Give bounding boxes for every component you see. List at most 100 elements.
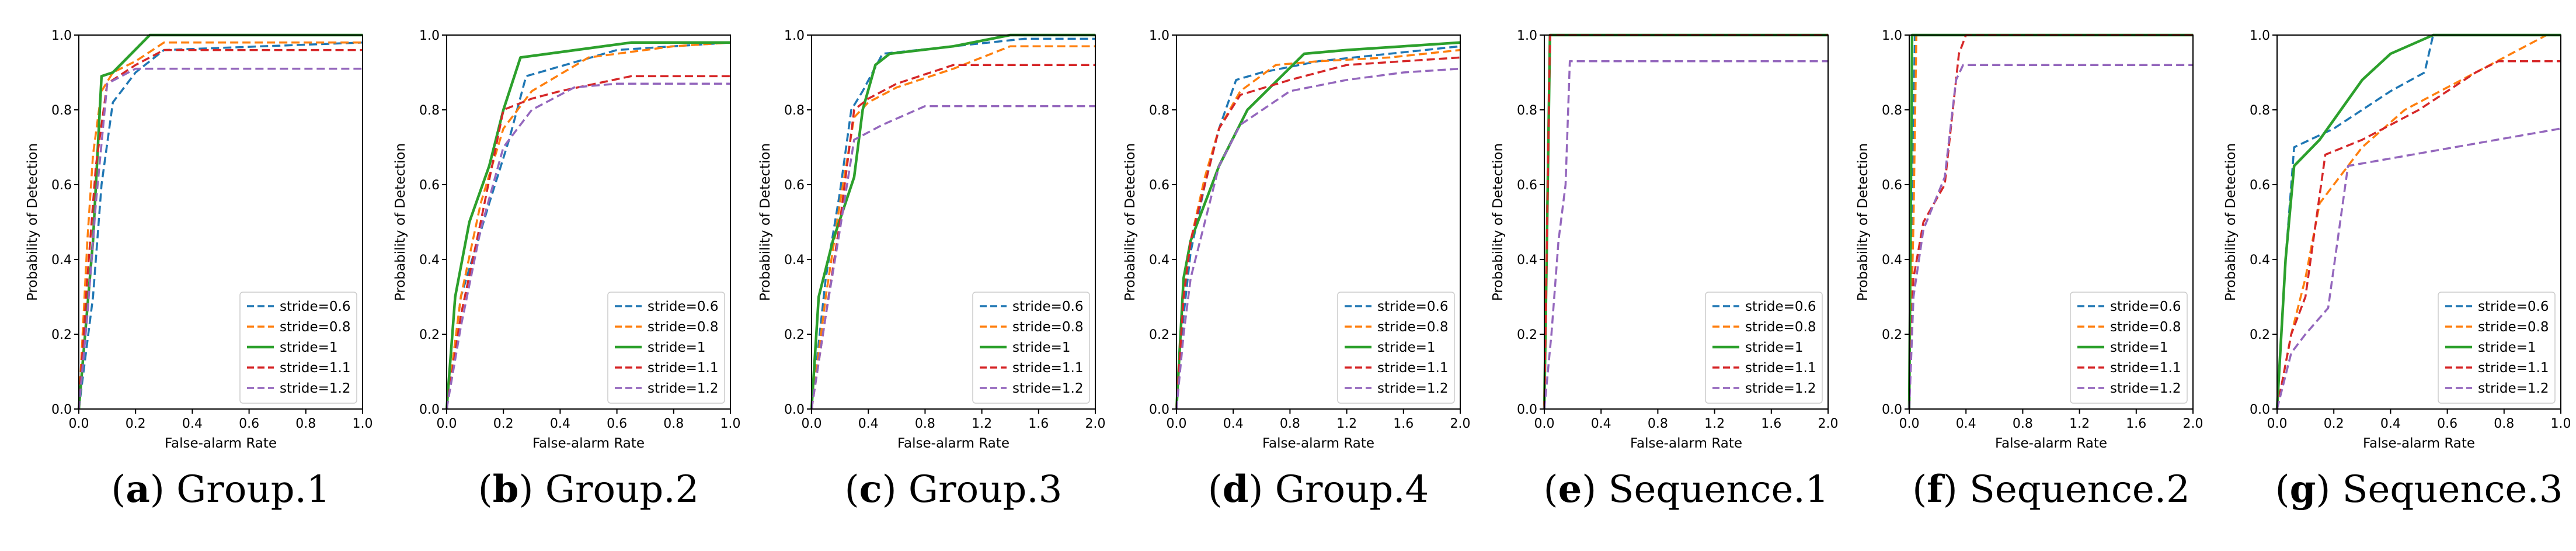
legend-entry: stride=1.1 [2478,361,2549,376]
legend-entry: stride=1 [1377,340,1436,355]
x-tick-label: 1.2 [1704,417,1725,431]
legend-box [239,292,357,404]
caption-letter: (g) [2275,467,2331,511]
x-tick-label: 0.8 [295,417,316,431]
legend-entry: stride=1 [280,340,338,355]
legend-entry: stride=1.2 [2110,381,2181,396]
y-tick-label: 0.4 [1149,253,1169,268]
legend-entry: stride=0.6 [1377,299,1448,314]
x-tick-label: 1.2 [1336,417,1357,431]
y-tick-label: 0.8 [1882,103,1902,118]
y-tick-label: 0.8 [2250,103,2270,118]
legend-entry: stride=0.6 [1745,299,1816,314]
legend-box [1705,292,1823,404]
x-axis-label: False-alarm Rate [1262,436,1374,451]
x-tick-label: 0.0 [2267,417,2288,431]
legend-entry: stride=1.2 [280,381,350,396]
legend-entry: stride=0.8 [280,320,350,335]
x-tick-label: 2.0 [2183,417,2203,431]
caption-letter: (d) [1207,467,1263,511]
y-tick-label: 0.0 [2250,403,2270,417]
y-tick-label: 0.2 [1149,328,1169,342]
y-tick-label: 1.0 [1517,29,1537,43]
legend-entry: stride=1.1 [1377,361,1448,376]
legend-entry: stride=1 [1012,340,1071,355]
axes-frame [1909,34,2194,410]
y-tick-label: 0.6 [784,178,805,193]
legend-entry: stride=0.6 [648,299,718,314]
roc-charts: 0.0 0.2 0.4 0.6 0.8 1.0 0.0 0.2 0.4 0.6 0.8 1.0 Fals… [25,29,2571,451]
x-tick-label: 0.4 [1956,417,1976,431]
y-tick-label: 0.6 [51,178,72,193]
y-tick-label: 0.2 [2250,328,2270,342]
y-tick-label: 0.0 [419,403,440,417]
series-line-stride=1.2 [78,67,363,410]
series-line-stride=1.2 [2276,127,2561,410]
x-tick-label: 0.8 [1648,417,1668,431]
x-tick-label: 2.0 [1085,417,1106,431]
series-line-stride=1.2 [1908,64,2193,410]
chart-4: 0.0 0.4 0.8 1.2 1.6 2.0 0.0 0.2 0.4 0.6 0.8 1.0 Fals… [1123,29,1471,451]
series-line-stride=1.1 [445,75,730,410]
axes-frame [2276,34,2561,410]
caption-letter: (a) [111,467,165,511]
x-tick-label: 2.0 [1818,417,1839,431]
chart-7: 0.0 0.2 0.4 0.6 0.8 1.0 0.0 0.2 0.4 0.6 0.8 1.0 Fals… [2223,29,2571,451]
y-axis-label: Probability of Detection [1491,143,1506,301]
x-tick-label: 0.8 [663,417,684,431]
x-tick-label: 0.8 [2494,417,2514,431]
series-group [1175,41,1461,410]
y-tick-label: 0.8 [1149,103,1169,118]
y-tick-label: 1.0 [2250,29,2270,43]
legend-entry: stride=1 [2478,340,2536,355]
series-line-stride=1 [1175,41,1461,410]
series-line-stride=1.2 [445,82,730,410]
caption-7: (g) Sequence.3 [2267,467,2571,520]
axes-frame [1176,34,1461,410]
x-tick-label: 1.0 [353,417,373,431]
legend-box [607,292,725,404]
x-tick-label: 0.2 [2324,417,2344,431]
x-tick-label: 1.0 [2551,417,2571,431]
x-tick-label: 0.0 [1534,417,1555,431]
series-line-stride=1 [445,41,730,410]
y-tick-label: 0.6 [1149,178,1169,193]
legend-entry: stride=1.2 [2478,381,2549,396]
y-tick-label: 0.8 [784,103,805,118]
series-line-stride=1.1 [1543,34,1828,410]
axes-frame [811,34,1096,410]
legend-entry: stride=1.2 [1012,381,1083,396]
series-line-stride=1 [810,33,1095,410]
legend-entry: stride=0.8 [1745,320,1816,335]
x-tick-label: 0.4 [1223,417,1244,431]
series-line-stride=1.2 [1543,60,1828,410]
series-group [810,33,1095,410]
x-tick-label: 0.2 [493,417,514,431]
x-tick-label: 0.6 [2437,417,2457,431]
x-tick-label: 1.2 [2069,417,2090,431]
legend-entry: stride=1.2 [648,381,718,396]
x-axis-label: False-alarm Rate [2363,436,2475,451]
y-tick-label: 0.6 [419,178,440,193]
x-tick-label: 0.0 [437,417,457,431]
x-tick-label: 0.0 [802,417,822,431]
x-tick-label: 0.4 [182,417,203,431]
series-line-stride=1 [2275,33,2561,410]
legend-entry: stride=0.8 [2110,320,2181,335]
x-axis-label: False-alarm Rate [532,436,645,451]
y-axis-label: Probability of Detection [1123,143,1138,301]
y-tick-label: 0.0 [1149,403,1169,417]
y-tick-label: 1.0 [419,29,440,43]
series-group [2275,33,2561,410]
series-line-stride=1.2 [1175,67,1461,410]
y-tick-label: 0.2 [1882,328,1902,342]
x-axis-label: False-alarm Rate [1995,436,2107,451]
caption-letter: (c) [844,467,897,511]
y-tick-label: 0.8 [1517,103,1537,118]
legend-entry: stride=1.2 [1745,381,1816,396]
y-tick-label: 0.4 [2250,253,2270,268]
series-line-stride=1.1 [810,64,1095,410]
y-tick-label: 0.0 [1517,403,1537,417]
caption-1: (a) Group.1 [69,467,373,520]
caption-text: Group.4 [1263,468,1429,511]
